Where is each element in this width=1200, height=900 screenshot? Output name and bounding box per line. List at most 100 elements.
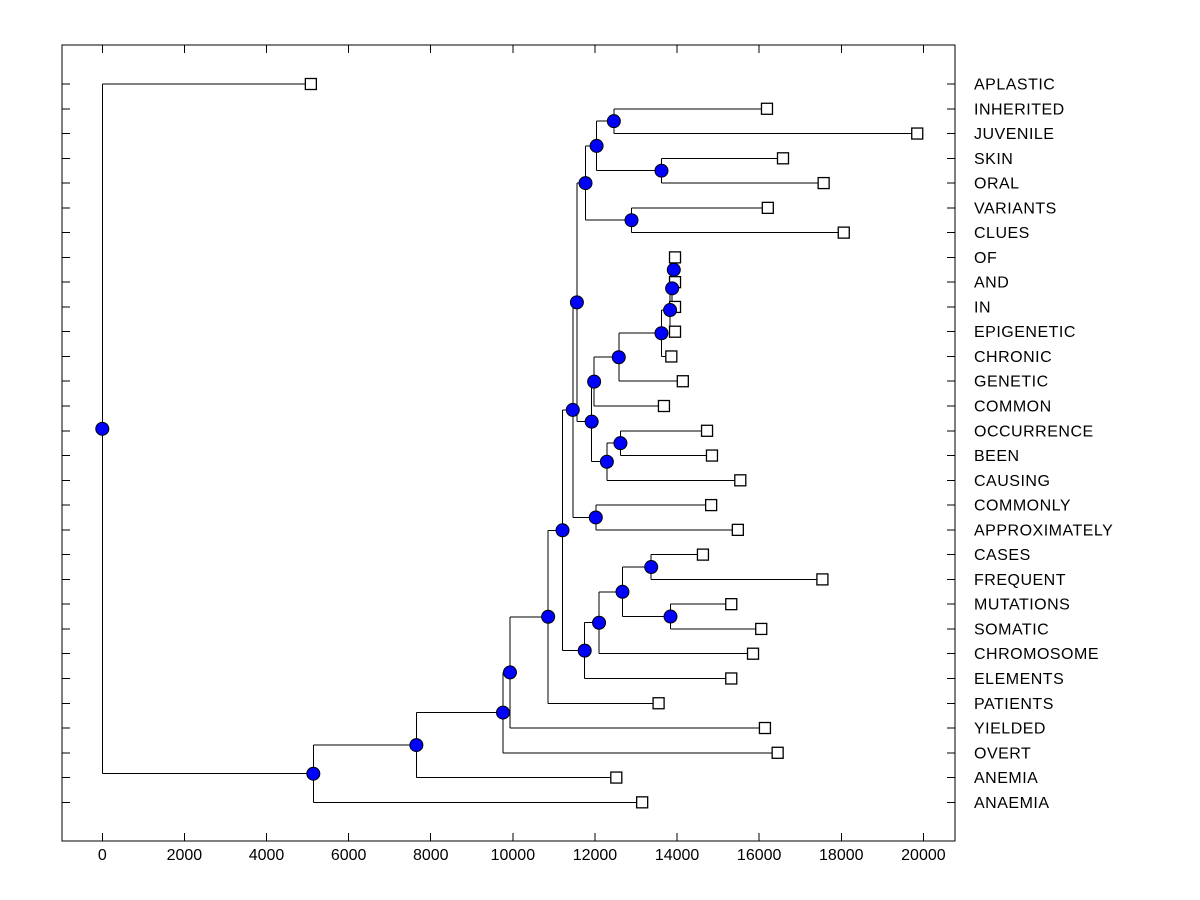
branch-node-marker	[502, 665, 517, 680]
leaf-label: CAUSING	[974, 473, 1050, 490]
leaf-marker	[668, 325, 682, 338]
leaf-label: IN	[974, 299, 991, 316]
leaf-marker	[676, 375, 689, 388]
plot-border	[61, 44, 956, 842]
leaf-label: MUTATIONS	[974, 597, 1070, 614]
leaf-marker	[734, 474, 747, 487]
leaf-label: ANEMIA	[974, 770, 1038, 787]
leaf-marker	[760, 102, 774, 115]
leaf-label: BEEN	[974, 448, 1020, 465]
branch-node-marker	[624, 213, 639, 228]
leaf-marker	[725, 672, 738, 685]
x-axis-tick-label: 10000	[491, 847, 536, 864]
leaf-marker	[725, 598, 738, 611]
leaf-label: COMMONLY	[974, 498, 1071, 515]
branch-node-marker	[95, 421, 110, 436]
branch-node-marker	[666, 262, 681, 277]
x-axis-tick-label: 12000	[573, 847, 618, 864]
leaf-label: APPROXIMATELY	[974, 522, 1113, 539]
leaf-label: JUVENILE	[974, 126, 1054, 143]
branch-node-marker	[565, 402, 580, 417]
branch-node-marker	[409, 738, 424, 753]
leaf-marker	[696, 548, 710, 561]
branch-node-marker	[584, 414, 599, 429]
leaf-marker	[911, 127, 924, 140]
branch-node-marker	[587, 374, 602, 389]
x-axis-tick-label: 14000	[655, 847, 700, 864]
x-axis-tick-label: 8000	[413, 847, 449, 864]
leaf-label: FREQUENT	[974, 572, 1066, 589]
leaf-marker	[758, 721, 772, 735]
branch-node-marker	[613, 436, 628, 451]
leaf-marker	[816, 573, 829, 586]
branch-node-marker	[599, 454, 614, 469]
leaf-marker	[652, 697, 665, 710]
leaf-marker	[761, 201, 774, 215]
branch-node-marker	[569, 295, 584, 310]
leaf-marker	[837, 226, 850, 239]
leaf-label: AND	[974, 275, 1009, 292]
leaf-label: SOMATIC	[974, 621, 1049, 638]
leaf-label: CHROMOSOME	[974, 646, 1099, 663]
leaf-label: VARIANTS	[974, 200, 1057, 217]
leaf-label: OCCURRENCE	[974, 423, 1094, 440]
x-axis-tick-label: 16000	[737, 847, 782, 864]
branch-node-marker	[578, 176, 593, 191]
branch-node-marker	[663, 303, 678, 318]
leaf-marker	[665, 350, 678, 363]
leaf-label: EPIGENETIC	[974, 324, 1076, 341]
leaf-label: ELEMENTS	[974, 671, 1064, 688]
leaf-marker	[755, 622, 768, 636]
leaf-marker	[731, 523, 744, 537]
leaf-label: SKIN	[974, 151, 1013, 168]
leaf-label: OVERT	[974, 745, 1031, 762]
leaf-label: INHERITED	[974, 101, 1065, 118]
leaf-marker	[304, 77, 318, 91]
leaf-marker	[817, 176, 830, 190]
leaf-marker	[700, 424, 714, 437]
leaf-label: CASES	[974, 547, 1031, 564]
leaf-marker	[657, 399, 671, 413]
leaf-label: GENETIC	[974, 374, 1049, 391]
leaf-label: ANAEMIA	[974, 795, 1050, 812]
branch-node-marker	[592, 615, 607, 630]
branch-node-marker	[555, 523, 570, 538]
branch-node-marker	[654, 326, 669, 341]
branch-node-marker	[306, 766, 321, 781]
leaf-marker	[705, 449, 719, 462]
branch-node-marker	[495, 705, 510, 720]
leaf-marker	[636, 796, 649, 809]
leaf-label: PATIENTS	[974, 696, 1054, 713]
leaf-label: CLUES	[974, 225, 1030, 242]
leaf-label: ORAL	[974, 176, 1020, 193]
branch-node-marker	[615, 584, 630, 599]
branch-node-marker	[541, 609, 556, 624]
leaf-marker	[668, 251, 682, 264]
x-axis-tick-label: 2000	[167, 847, 203, 864]
branch-node-marker	[663, 609, 678, 624]
x-axis-tick-label: 18000	[819, 847, 864, 864]
x-axis-tick-label: 20000	[901, 847, 946, 864]
x-axis-tick-label: 4000	[249, 847, 285, 864]
x-axis-tick-label: 6000	[331, 847, 367, 864]
branch-node-marker	[577, 643, 592, 658]
branch-node-marker	[654, 163, 669, 178]
leaf-marker	[704, 498, 718, 512]
leaf-label: APLASTIC	[974, 77, 1055, 94]
branch-node-marker	[606, 114, 621, 129]
branch-node-marker	[644, 560, 659, 575]
leaf-label: OF	[974, 250, 997, 267]
leaf-marker	[746, 647, 760, 660]
leaf-label: CHRONIC	[974, 349, 1052, 366]
leaf-marker	[776, 152, 790, 165]
leaf-label: COMMON	[974, 399, 1052, 416]
branch-node-marker	[589, 138, 604, 153]
leaf-marker	[771, 746, 784, 759]
leaf-marker	[610, 771, 623, 784]
leaf-label: YIELDED	[974, 721, 1046, 738]
branch-node-marker	[665, 281, 680, 296]
branch-node-marker	[588, 510, 603, 525]
branch-node-marker	[611, 350, 626, 365]
x-axis-tick-label: 0	[98, 847, 107, 864]
